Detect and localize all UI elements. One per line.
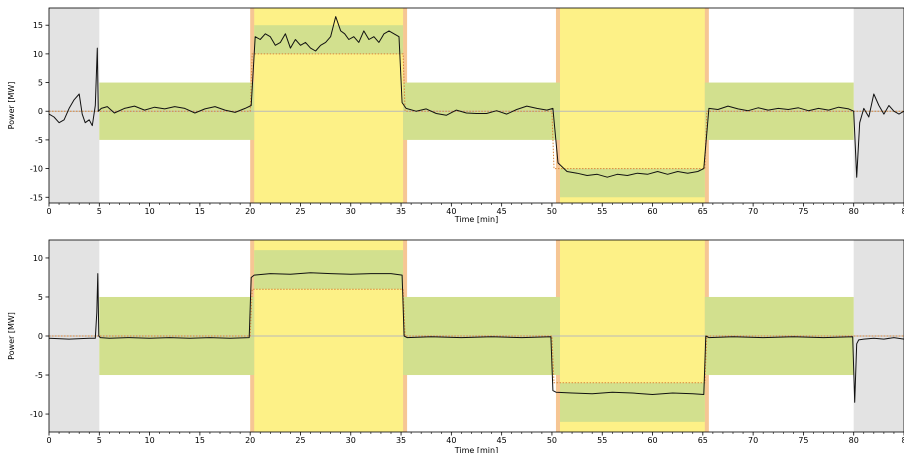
x-tick-label: 15	[195, 436, 205, 445]
y-tick-label: 0	[38, 107, 43, 116]
x-tick-label: 40	[446, 207, 456, 216]
x-tick-label: 65	[698, 207, 708, 216]
x-tick-label: 50	[547, 207, 557, 216]
y-tick-label: -10	[30, 410, 43, 419]
x-tick-label: 65	[698, 436, 708, 445]
x-tick-label: 50	[547, 436, 557, 445]
x-tick-label: 70	[748, 436, 758, 445]
x-tick-label: 8	[901, 436, 904, 445]
setpoint-series	[49, 53, 904, 170]
chart-top: 051015202530354045505560657075808-15-10-…	[7, 7, 904, 224]
setpoint-series	[49, 288, 904, 384]
x-axis-label: Time [min]	[454, 215, 498, 224]
x-tick-label: 45	[497, 207, 507, 216]
x-tick-label: 60	[647, 436, 657, 445]
x-tick-label: 20	[245, 436, 255, 445]
measured-power-series	[49, 16, 904, 178]
x-tick-label: 30	[346, 207, 356, 216]
y-tick-label: 5	[38, 293, 43, 302]
x-tick-label: 80	[849, 436, 859, 445]
x-tick-label: 70	[748, 207, 758, 216]
tolerance-band	[559, 168, 705, 198]
x-tick-label: 0	[46, 207, 51, 216]
y-tick-label: 10	[33, 50, 43, 59]
x-tick-label: 0	[46, 436, 51, 445]
x-tick-label: 55	[597, 207, 607, 216]
y-tick-label: 10	[33, 254, 43, 263]
x-tick-label: 25	[295, 436, 305, 445]
chart-bottom: 0 5 10 15 20 25 30 35 40 45 50 55 60 65 70 75 80 8 -10 -5 0 5…	[7, 239, 904, 453]
x-tick-label: 75	[798, 207, 808, 216]
x-tick-label: 5	[97, 207, 102, 216]
y-tick-label: -5	[35, 136, 43, 145]
x-tick-label: 40	[446, 436, 456, 445]
y-axis-label: Power [MW]	[7, 82, 16, 130]
x-tick-label: 55	[597, 436, 607, 445]
x-axis-label: Time [min]	[454, 446, 498, 453]
x-tick-label: 20	[245, 207, 255, 216]
y-tick-label: -15	[30, 193, 43, 202]
measured-power-series	[49, 272, 904, 403]
x-tick-label: 75	[798, 436, 808, 445]
x-tick-label: 10	[144, 207, 154, 216]
x-tick-label: 45	[497, 436, 507, 445]
tolerance-band	[559, 382, 705, 422]
plot-area	[49, 240, 904, 432]
y-tick-label: -10	[30, 165, 43, 174]
x-tick-label: 30	[346, 436, 356, 445]
x-tick-label: 35	[396, 207, 406, 216]
x-tick-label: 10	[144, 436, 154, 445]
y-axis-label: Power [MW]	[7, 312, 16, 360]
x-tick-label: 15	[195, 207, 205, 216]
x-tick-label: 35	[396, 436, 406, 445]
axes-frame	[48, 7, 904, 204]
x-tick-label: 5	[97, 436, 102, 445]
y-tick-label: -5	[35, 371, 43, 380]
grey-region	[49, 8, 100, 203]
tolerance-band	[254, 250, 404, 290]
y-tick-label: 15	[33, 21, 43, 30]
x-tick-label: 80	[849, 207, 859, 216]
plot-area	[49, 8, 904, 203]
x-tick-label: 25	[295, 207, 305, 216]
y-tick-label: 0	[38, 332, 43, 341]
x-tick-label: 60	[647, 207, 657, 216]
y-tick-label: 5	[38, 79, 43, 88]
x-tick-label: 8	[901, 207, 904, 216]
